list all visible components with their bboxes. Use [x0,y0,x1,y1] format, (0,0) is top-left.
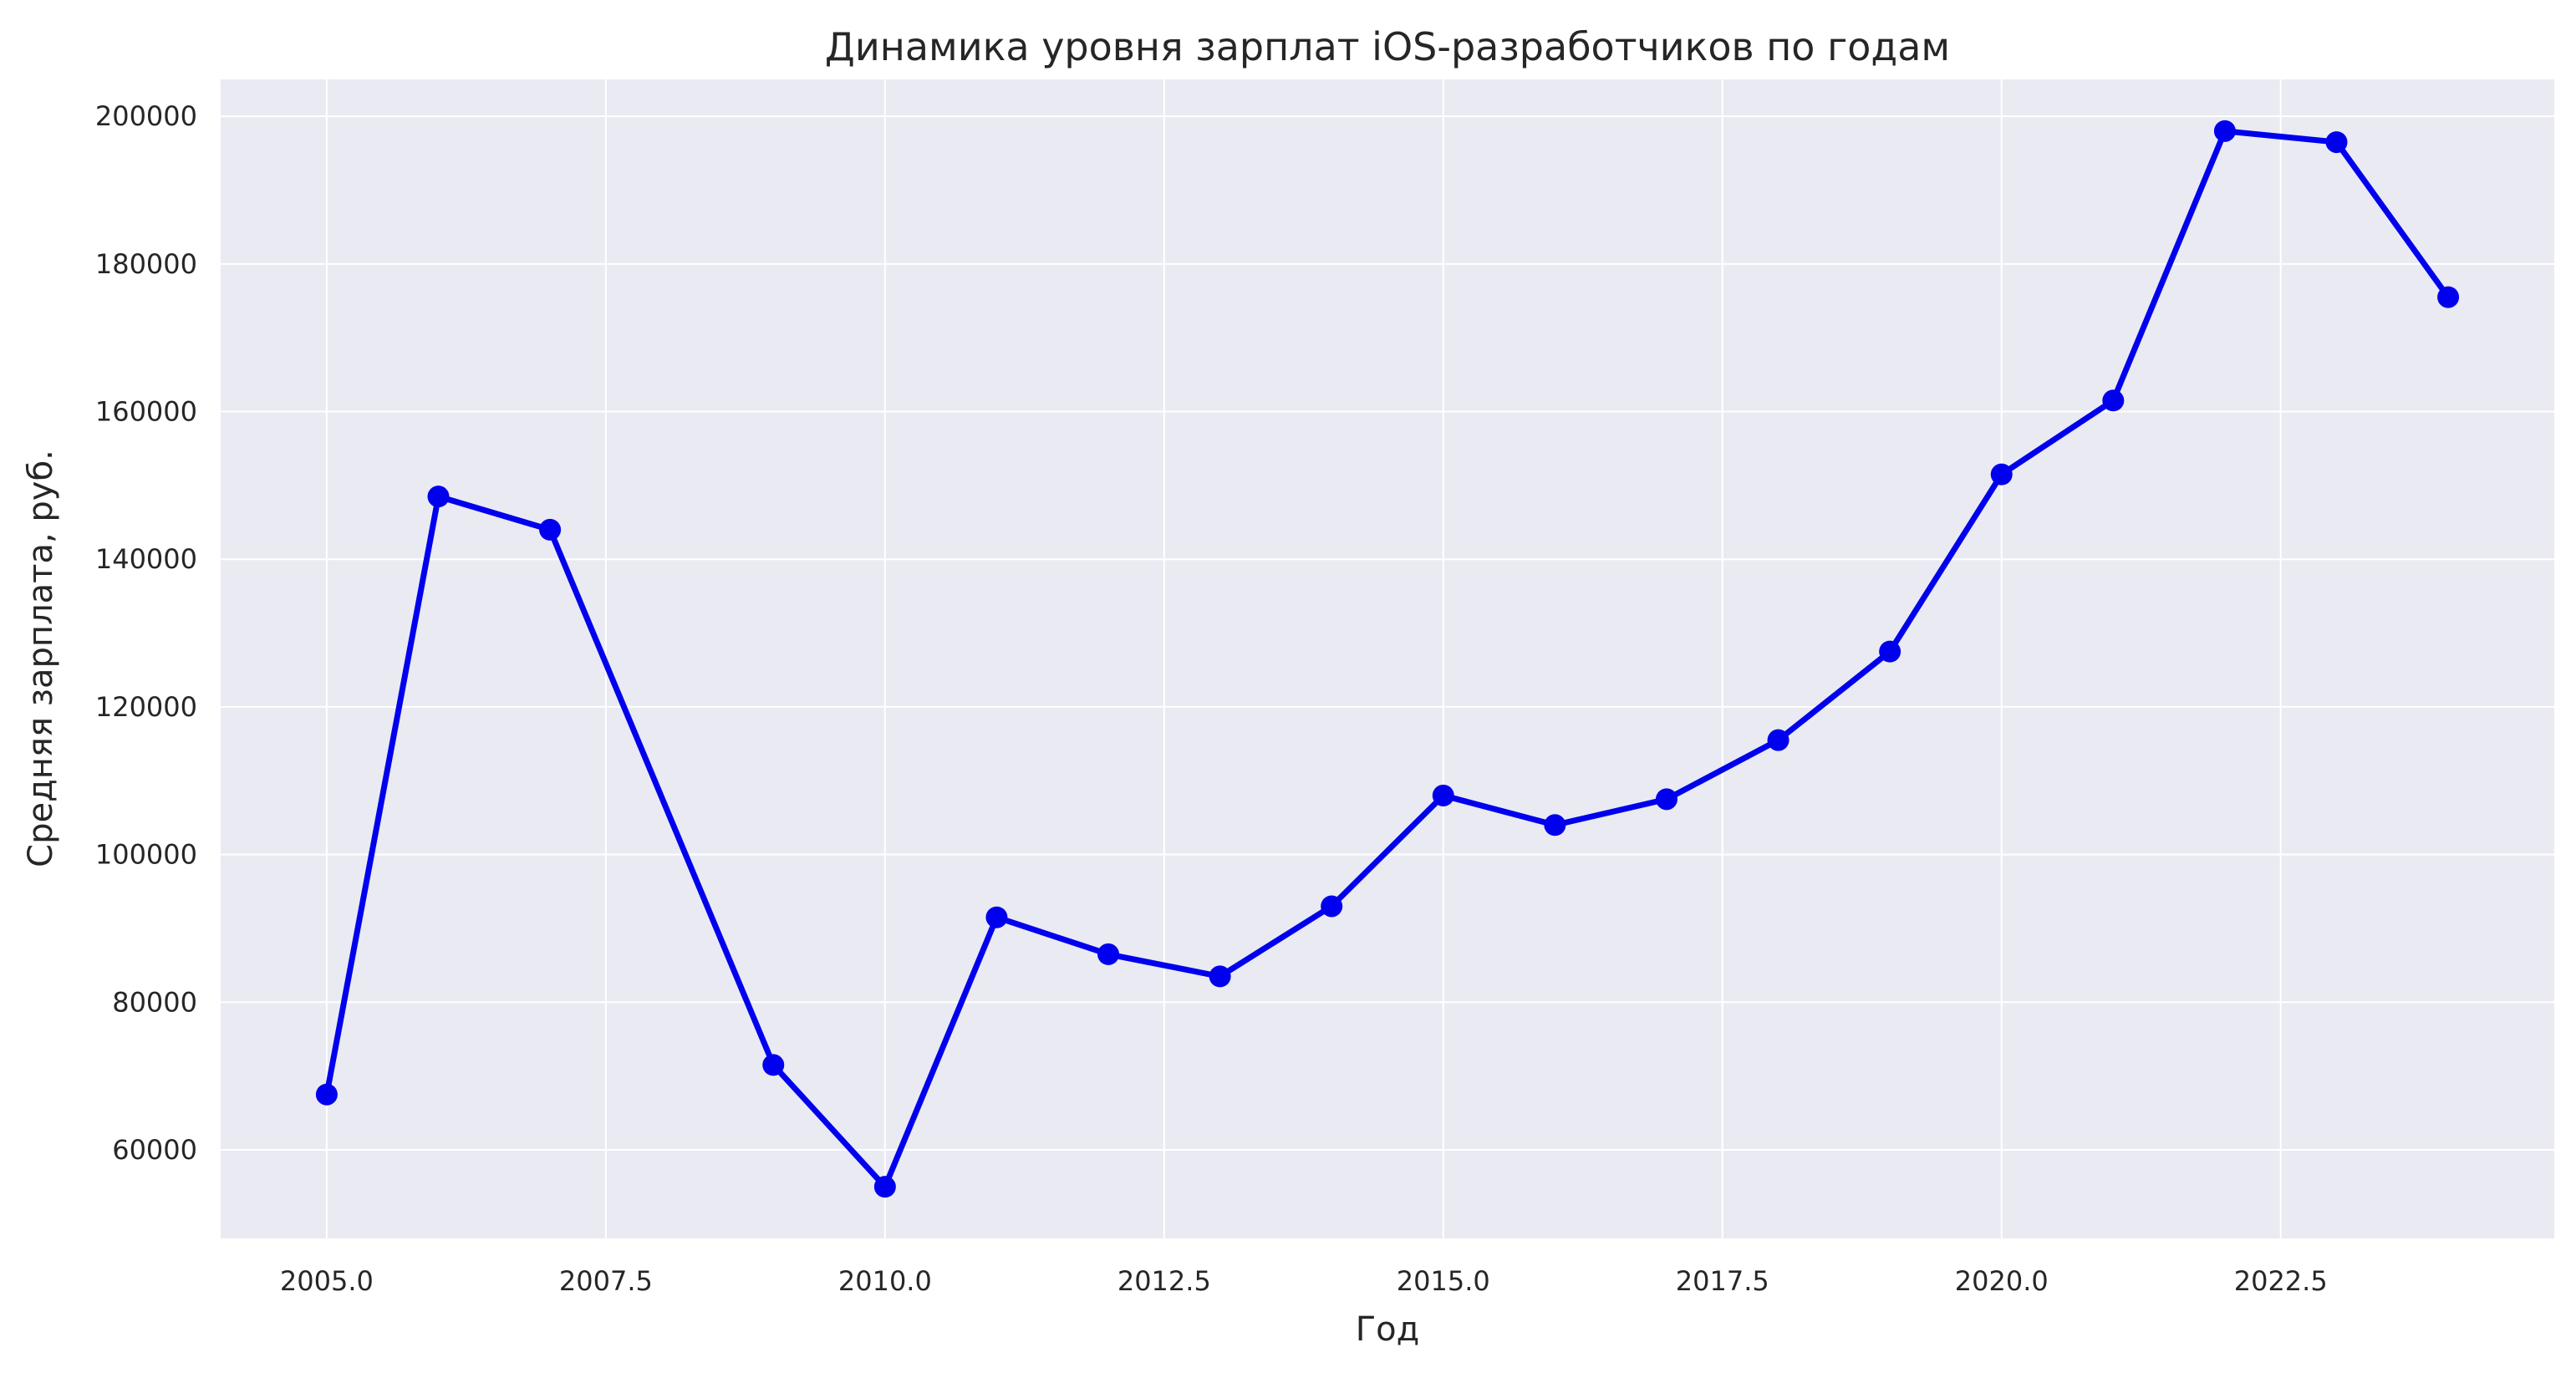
x-tick-label: 2017.5 [1676,1265,1769,1297]
chart-title: Динамика уровня зарплат iOS-разработчико… [825,24,1950,69]
y-tick-label: 60000 [112,1134,197,1166]
plot-area [221,79,2554,1238]
x-tick-label: 2020.0 [1955,1265,2049,1297]
y-tick-label: 200000 [95,100,197,132]
data-point [2325,131,2348,154]
data-point [1097,943,1120,965]
data-points [315,120,2460,1198]
y-tick-label: 100000 [95,839,197,871]
x-tick-label: 2010.0 [838,1265,932,1297]
x-tick-label: 2005.0 [280,1265,374,1297]
data-point [315,1083,338,1106]
x-axis-label: Год [1356,1310,1420,1349]
y-tick-label: 140000 [95,543,197,575]
x-axis-ticks: 2005.0 2007.5 2010.0 2012.5 2015.0 2017.5 2020… [280,1265,2328,1297]
data-point [1655,788,1677,811]
data-point [427,486,450,508]
y-tick-label: 160000 [95,396,197,428]
data-point [539,518,562,541]
data-point [762,1054,785,1076]
y-tick-label: 180000 [95,248,197,280]
data-point [1321,895,1343,918]
grid [221,79,2554,1238]
data-point [873,1176,896,1198]
data-point [2213,120,2236,142]
data-point [2102,389,2125,412]
data-point [1879,640,1901,663]
data-point [2437,286,2460,308]
y-tick-label: 80000 [112,986,197,1018]
data-point [1767,729,1789,751]
x-tick-label: 2012.5 [1117,1265,1211,1297]
y-axis-ticks: 60000 80000 100000 120000 140000 160000 180000… [95,100,197,1166]
data-point [1544,814,1566,837]
x-tick-label: 2022.5 [2234,1265,2328,1297]
x-tick-label: 2015.0 [1397,1265,1490,1297]
data-point [1432,784,1454,806]
y-axis-label: Средняя зарплата, руб. [22,450,60,867]
data-point [985,906,1008,928]
data-point [1209,965,1231,988]
data-point [1990,463,2013,486]
y-tick-label: 120000 [95,691,197,723]
x-tick-label: 2007.5 [559,1265,653,1297]
